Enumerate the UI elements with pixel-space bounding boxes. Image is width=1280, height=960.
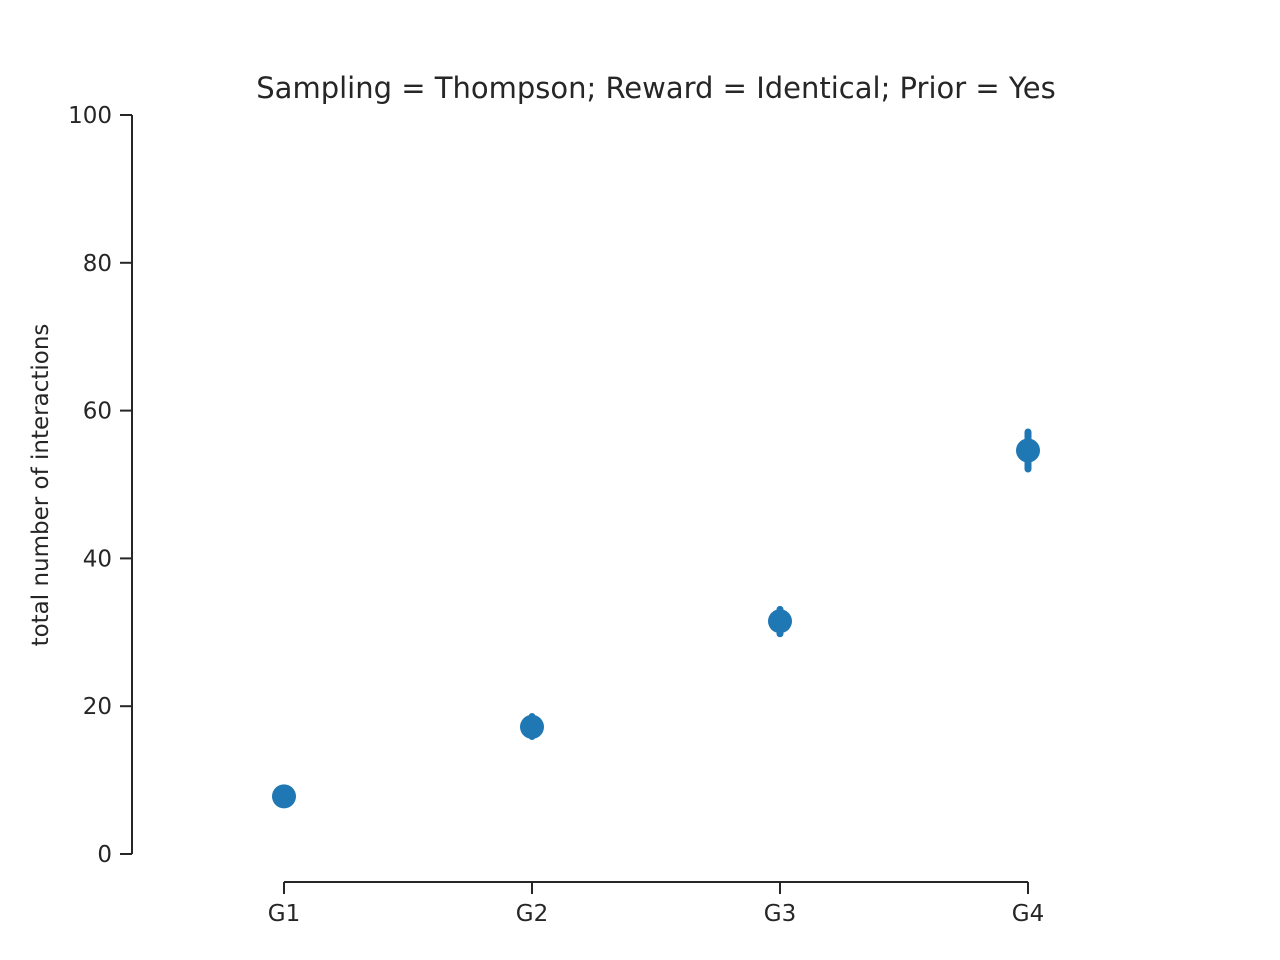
y-tick-label: 20 [83,694,112,720]
y-tick-label: 100 [68,103,112,129]
y-tick-label: 40 [83,546,112,572]
y-axis-label: total number of interactions [28,324,54,647]
x-ticks: G1 G2 G3 G4 [268,882,1044,927]
y-tick-label: 0 [97,842,112,868]
data-point [272,784,296,809]
y-ticks: 0 20 40 60 80 100 [68,103,132,868]
data-point [768,609,792,634]
x-tick-label: G1 [268,901,300,927]
data-point [520,714,544,739]
chart-title: Sampling = Thompson; Reward = Identical;… [256,71,1055,105]
x-tick-label: G2 [516,901,548,927]
x-tick-label: G4 [1012,901,1044,927]
y-tick-label: 60 [83,399,112,425]
x-tick-label: G3 [764,901,796,927]
data-marks [272,428,1040,809]
data-point [1016,438,1040,463]
y-tick-label: 80 [83,251,112,277]
